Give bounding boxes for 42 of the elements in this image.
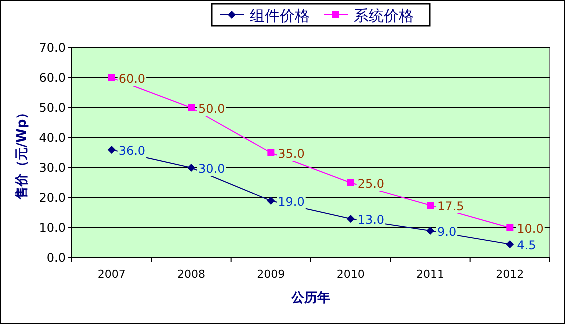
point [347, 180, 354, 186]
point [108, 74, 116, 82]
y-tick-label: 20.0 [39, 191, 66, 205]
x-tick-label: 2008 [178, 268, 206, 281]
data-label: 25.0 [358, 177, 385, 191]
y-tick-label: 70.0 [39, 41, 66, 55]
data-label: 13.0 [358, 213, 385, 227]
data-label: 9.0 [438, 225, 457, 239]
x-tick-label: 2012 [496, 268, 524, 281]
point [108, 146, 116, 154]
x-tick-label: 2011 [416, 268, 444, 281]
data-label: 50.0 [198, 102, 226, 116]
y-tick-label: 0.0 [46, 251, 66, 265]
data-label: 17.5 [438, 200, 464, 214]
data-label: 10.0 [517, 222, 544, 236]
y-tick-label: 60.0 [39, 71, 66, 85]
data-label: 36.0 [118, 144, 146, 158]
point [346, 215, 355, 223]
data-label: 30.0 [198, 162, 226, 176]
point [267, 197, 276, 205]
data-label: 60.0 [118, 72, 146, 86]
x-tick-label: 2007 [98, 268, 126, 281]
point [506, 240, 514, 248]
legend-label: 系统价格 [354, 7, 414, 25]
point [427, 202, 434, 209]
x-tick-label: 2010 [336, 268, 365, 281]
y-tick-label: 10.0 [39, 221, 66, 235]
data-label: 19.0 [278, 195, 305, 209]
point [188, 164, 196, 172]
y-axis-title: 售价（元/Wp） [15, 106, 30, 201]
y-tick-label: 30.0 [39, 161, 66, 175]
y-tick-label: 50.0 [39, 101, 66, 115]
data-label: 4.5 [517, 238, 536, 252]
point [506, 224, 514, 232]
y-tick-label: 40.0 [39, 131, 66, 145]
point [188, 104, 195, 112]
x-axis-title: 公历年 [290, 291, 330, 306]
point [426, 227, 434, 235]
legend-label: 组件价格 [250, 7, 310, 25]
data-label: 35.0 [278, 147, 305, 161]
point [268, 150, 275, 156]
x-tick-label: 2009 [257, 268, 286, 281]
